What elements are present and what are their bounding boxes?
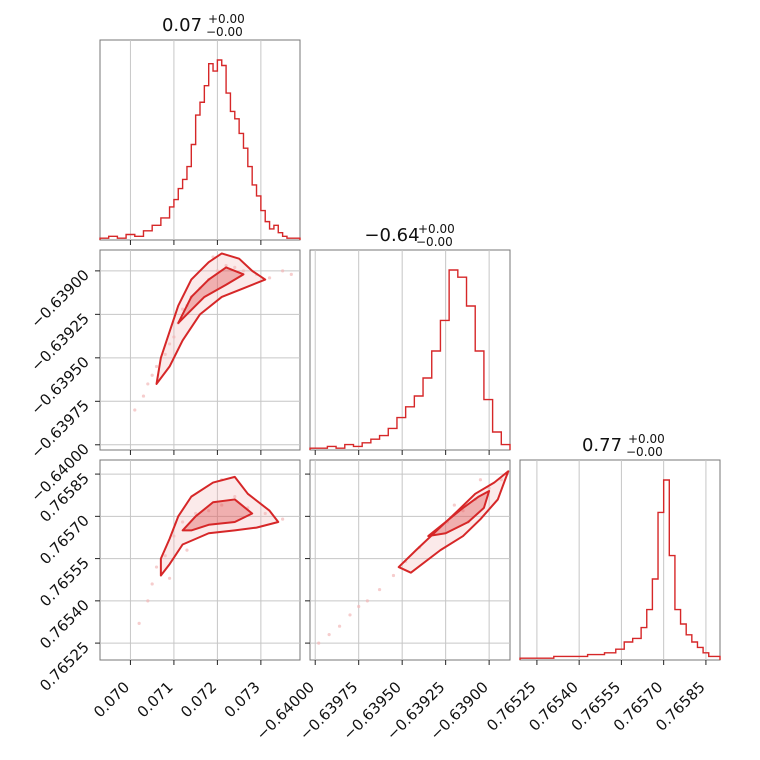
contour-panel-0-1-sample-19	[289, 272, 293, 276]
histogram-panel-0-histogram-line	[99, 59, 301, 240]
contour-panel-0-1-outer-contour	[155, 252, 267, 385]
contour-panel-0-2-inner-contour	[181, 498, 254, 532]
contour-panel-1-2-sample-6	[377, 587, 382, 592]
histogram-panel-1-title-upper: +0.00	[418, 222, 455, 236]
contour-panel-0-2-x-tick-label-1: 0.071	[134, 678, 177, 721]
contour-panel-1-2-sample-3	[348, 613, 352, 617]
contour-panel-1-2-outer-fill	[398, 471, 509, 573]
contour-panel-0-2-x-tick-label-0: 0.070	[90, 678, 133, 721]
contour-panel-0-1-sample-22	[167, 342, 172, 346]
contour-panel-0-2-sample-9	[220, 503, 224, 507]
histogram-panel-0-title-lower: −0.00	[206, 25, 243, 39]
contour-panel-0-2-sample-6	[181, 520, 185, 524]
histogram-panel-2-title-lower: −0.00	[626, 445, 663, 459]
contour-panel-0-2-sample-5	[172, 534, 176, 538]
contour-panel-0-1-outer-fill	[156, 253, 266, 384]
histogram-panel-2-title-upper: +0.00	[628, 432, 665, 446]
contour-panel-1-2-outer-contour	[397, 470, 510, 574]
contour-panel-1-2-frame	[309, 459, 511, 661]
histogram-panel-2-histogram-line	[519, 479, 721, 660]
contour-panel-0-1-sample-17	[267, 276, 272, 280]
contour-panel-0-2-sample-12	[263, 511, 267, 516]
contour-panel-0-1-inner-fill	[178, 267, 244, 324]
contour-panel-0-1-sample-14	[233, 265, 237, 269]
contour-panel-0-2-frame	[99, 459, 301, 661]
contour-panel-1-2-inner-contour	[427, 489, 491, 538]
contour-panel-0-1-sample-18	[281, 269, 285, 273]
contour-panel-1-2-sample-4	[357, 604, 361, 609]
contour-panel-0-1-inner-contour	[177, 266, 245, 325]
histogram-panel-1: −0.64+0.00−0.00	[309, 222, 511, 455]
histogram-panel-0-title-upper: +0.00	[208, 12, 245, 26]
histogram-panel-0: 0.07 +0.00−0.00	[99, 12, 301, 245]
histogram-panel-1-frame	[309, 249, 511, 451]
contour-panel-0-2-sample-4	[163, 554, 167, 558]
contour-panel-0-1-sample-8	[181, 307, 185, 311]
contour-panel-1-2-sample-2	[337, 624, 342, 628]
contour-panel-0-2-sample-7	[194, 511, 198, 516]
contour-panel-0-2-x-tick-label-3: 0.073	[221, 678, 264, 721]
histogram-panel-1-title-value: −0.64	[364, 225, 419, 246]
histogram-panel-1-title-lower: −0.00	[416, 235, 453, 249]
contour-panel-1-2-sample-15	[499, 478, 503, 482]
contour-panel-0-1-sample-4	[154, 364, 159, 369]
contour-panel-0-1-sample-0	[133, 408, 137, 412]
contour-panel-0-2-outer-fill	[160, 476, 279, 576]
contour-panel-0-1-sample-13	[224, 264, 228, 268]
contour-panel-0-2: 0.070 0.071 0.072 0.0730.765250.765400.7655…	[36, 459, 301, 721]
contour-panel-0-1-frame	[99, 249, 301, 451]
contour-panel-1-2-sample-7	[391, 573, 396, 578]
histogram-panel-0-frame	[99, 39, 301, 241]
contour-panel-0-1: −0.63900−0.63925−0.63950−0.63975−0.64000	[27, 249, 301, 505]
contour-panel-1-2-sample-14	[487, 486, 491, 490]
contour-panel-0-1-sample-6	[172, 335, 176, 339]
histogram-panel-2-frame	[519, 459, 721, 661]
histogram-panel-2-title-value: 0.77	[582, 435, 622, 456]
contour-panel-0-2-sample-13	[281, 517, 285, 521]
histogram-panel-1-histogram-line	[309, 269, 511, 450]
contour-panel-0-1-sample-15	[241, 269, 246, 273]
contour-panel-0-2-sample-16	[167, 576, 172, 580]
contour-panel-0-2-sample-10	[233, 495, 237, 499]
contour-panel-0-2-sample-1	[146, 599, 150, 603]
contour-panel-1-2: −0.64000−0.63975−0.63950−0.63925−0.63900	[253, 459, 511, 744]
contour-panel-0-2-inner-fill	[182, 499, 253, 531]
contour-panel-0-1-sample-1	[141, 394, 146, 398]
contour-panel-0-2-sample-15	[185, 548, 189, 552]
histogram-panel-0-title-value: 0.07	[162, 15, 202, 36]
contour-panel-0-1-sample-12	[215, 269, 219, 273]
contour-panel-0-2-sample-2	[150, 582, 154, 586]
contour-panel-1-2-sample-1	[327, 633, 331, 637]
contour-panel-0-1-sample-2	[146, 382, 150, 386]
contour-panel-1-2-sample-0	[317, 641, 321, 645]
contour-panel-1-2-sample-19	[478, 478, 483, 482]
contour-panel-1-2-sample-12	[461, 509, 465, 513]
contour-panel-0-2-outer-contour	[159, 475, 280, 577]
contour-panel-0-2-sample-0	[137, 621, 141, 625]
contour-panel-0-1-sample-5	[163, 352, 167, 356]
contour-panel-0-2-sample-8	[207, 509, 211, 513]
contour-panel-1-2-sample-18	[452, 503, 456, 507]
contour-panel-0-2-x-tick-label-2: 0.072	[177, 678, 220, 721]
contour-panel-0-2-sample-3	[154, 565, 159, 569]
contour-panel-0-1-sample-3	[150, 373, 154, 377]
contour-panel-1-2-sample-5	[365, 599, 369, 603]
